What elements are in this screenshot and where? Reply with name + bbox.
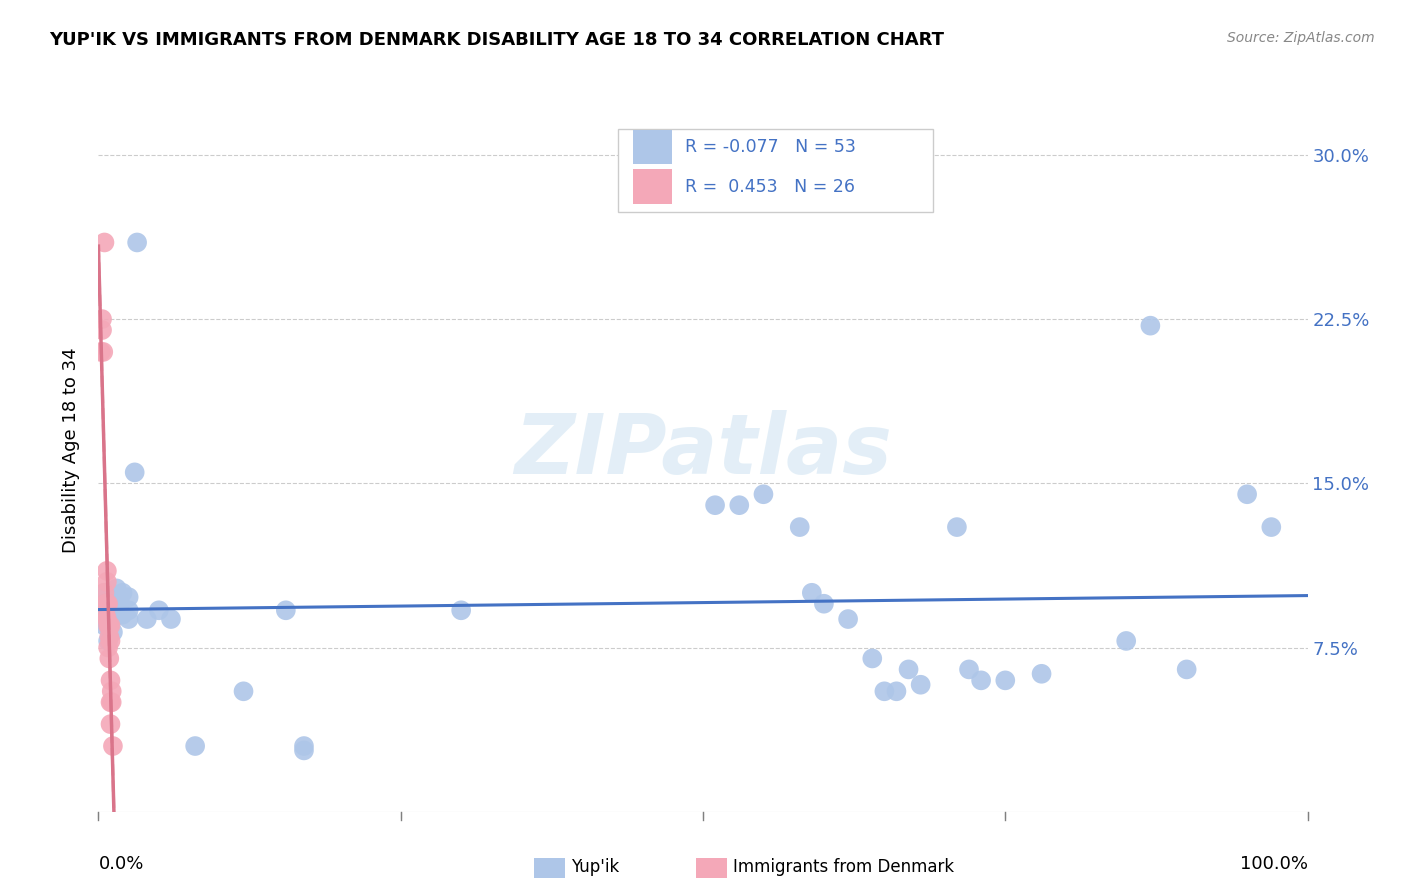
FancyBboxPatch shape <box>619 129 932 212</box>
Point <box>100 695 122 709</box>
Point <box>1115 634 1137 648</box>
Point <box>994 673 1017 688</box>
Point <box>970 673 993 688</box>
Point <box>93 586 115 600</box>
Text: 100.0%: 100.0% <box>1240 855 1308 873</box>
Text: Source: ZipAtlas.com: Source: ZipAtlas.com <box>1227 31 1375 45</box>
Point <box>94 607 117 622</box>
Point <box>91 345 114 359</box>
Point <box>450 603 472 617</box>
Point <box>118 612 141 626</box>
Point <box>910 678 932 692</box>
Point <box>97 607 120 622</box>
Point <box>127 235 149 250</box>
Point <box>897 662 920 676</box>
Point <box>946 520 969 534</box>
Point <box>100 634 122 648</box>
Point <box>873 684 896 698</box>
Point <box>124 466 146 480</box>
Point <box>837 612 859 626</box>
Point <box>97 634 120 648</box>
Point <box>96 612 118 626</box>
Point <box>118 603 141 617</box>
Point <box>100 618 122 632</box>
Point <box>105 582 128 596</box>
Text: Yup'ik: Yup'ik <box>571 858 619 876</box>
Point <box>101 739 124 753</box>
Point <box>98 618 121 632</box>
Point <box>160 612 183 626</box>
Point <box>93 607 115 622</box>
Point <box>800 586 823 600</box>
Point <box>813 597 835 611</box>
Point <box>1236 487 1258 501</box>
Point <box>789 520 811 534</box>
Point <box>91 312 114 326</box>
Point <box>292 743 315 757</box>
Point <box>184 739 207 753</box>
Point <box>111 586 134 600</box>
Point <box>90 345 112 359</box>
FancyBboxPatch shape <box>633 169 672 204</box>
Point <box>704 498 727 512</box>
Point <box>1175 662 1198 676</box>
Point <box>111 607 134 622</box>
Point <box>97 597 120 611</box>
Point <box>1139 318 1161 333</box>
Point <box>96 597 118 611</box>
Point <box>957 662 980 676</box>
Text: YUP'IK VS IMMIGRANTS FROM DENMARK DISABILITY AGE 18 TO 34 CORRELATION CHART: YUP'IK VS IMMIGRANTS FROM DENMARK DISABI… <box>49 31 945 49</box>
Point <box>1260 520 1282 534</box>
Point <box>118 590 141 604</box>
Point <box>100 673 122 688</box>
Point <box>105 597 128 611</box>
Point <box>100 695 122 709</box>
Point <box>93 618 115 632</box>
Point <box>752 487 775 501</box>
Text: ZIPatlas: ZIPatlas <box>515 410 891 491</box>
Point <box>100 717 122 731</box>
Point <box>135 612 157 626</box>
Text: Immigrants from Denmark: Immigrants from Denmark <box>733 858 953 876</box>
Point <box>98 651 121 665</box>
Y-axis label: Disability Age 18 to 34: Disability Age 18 to 34 <box>62 348 80 553</box>
Point <box>91 323 114 337</box>
Point <box>100 607 122 622</box>
Point <box>93 597 115 611</box>
Point <box>101 597 124 611</box>
Point <box>96 564 118 578</box>
Point <box>96 574 118 589</box>
Point <box>101 625 124 640</box>
Point <box>93 235 115 250</box>
Text: R = -0.077   N = 53: R = -0.077 N = 53 <box>685 138 856 156</box>
Point <box>860 651 883 665</box>
Point <box>232 684 254 698</box>
Point <box>98 630 121 644</box>
Point <box>93 586 115 600</box>
Point <box>94 597 117 611</box>
Point <box>728 498 751 512</box>
Text: 0.0%: 0.0% <box>98 855 143 873</box>
Point <box>97 597 120 611</box>
Point <box>886 684 908 698</box>
Point <box>97 618 120 632</box>
Point <box>108 597 131 611</box>
Point <box>148 603 170 617</box>
Point <box>292 739 315 753</box>
Point <box>274 603 297 617</box>
Point <box>1031 666 1053 681</box>
FancyBboxPatch shape <box>633 129 672 164</box>
Text: R =  0.453   N = 26: R = 0.453 N = 26 <box>685 178 855 195</box>
Point <box>97 618 120 632</box>
Point <box>97 640 120 655</box>
Point <box>101 612 124 626</box>
Point <box>100 684 122 698</box>
